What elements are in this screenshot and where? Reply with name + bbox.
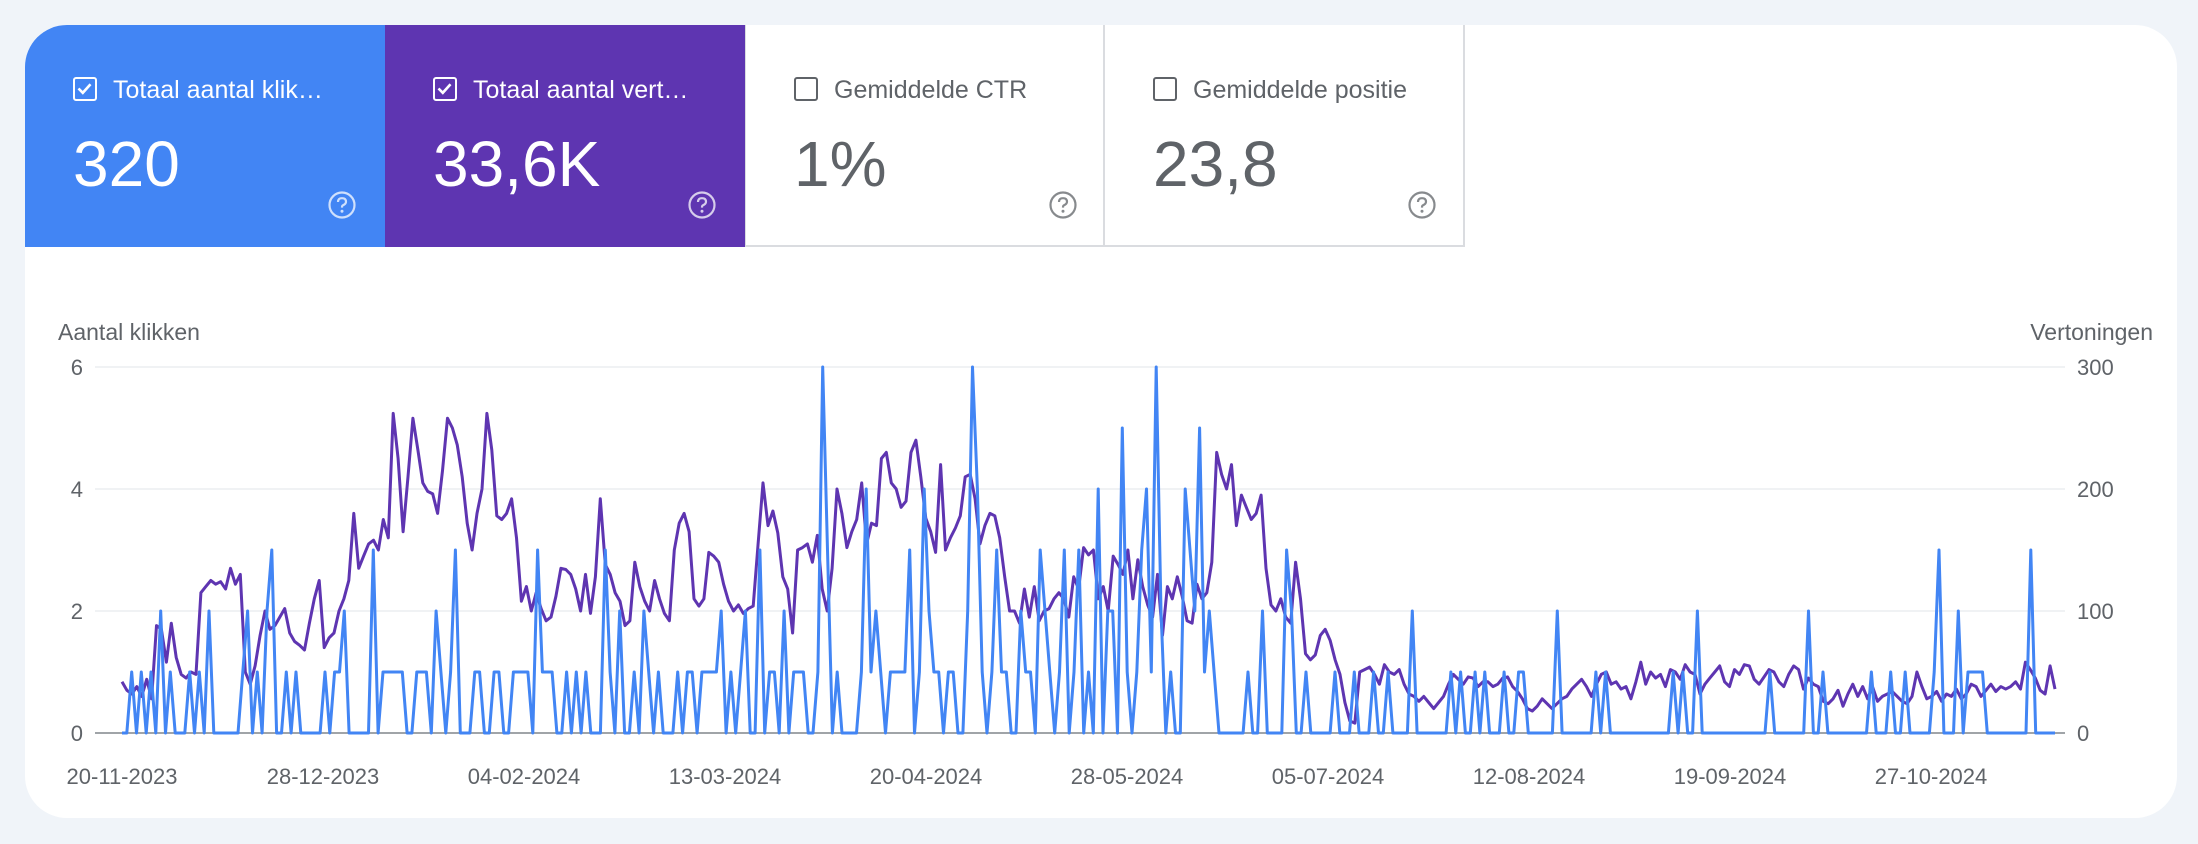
metric-value-position: 23,8 xyxy=(1153,128,1278,200)
metric-tile-ctr[interactable]: Gemiddelde CTR 1% xyxy=(745,25,1105,247)
help-circle-icon[interactable] xyxy=(327,190,357,220)
x-tick-label: 19-09-2024 xyxy=(1674,764,1787,789)
metric-tile-clicks[interactable]: Totaal aantal klik… 320 xyxy=(25,25,385,247)
metric-tile-impressions[interactable]: Totaal aantal vert… 33,6K xyxy=(385,25,745,247)
y-right-tick-label: 200 xyxy=(2077,477,2114,502)
x-tick-label: 20-04-2024 xyxy=(870,764,983,789)
checkbox-icon[interactable] xyxy=(794,77,818,101)
x-tick-label: 12-08-2024 xyxy=(1473,764,1586,789)
performance-chart[interactable]: Aantal klikken Vertoningen 0 0 2 100 4 200 6 30… xyxy=(25,247,2177,818)
metric-tile-position[interactable]: Gemiddelde positie 23,8 xyxy=(1105,25,1465,247)
y-left-tick-label: 0 xyxy=(71,721,83,746)
metric-tiles: Totaal aantal klik… 320 Totaal aantal ve… xyxy=(25,25,1465,247)
chart-svg: 0 0 2 100 4 200 6 300 20-11-2023 28-12-2023 04-02-… xyxy=(67,355,2114,789)
y-left-tick-label: 4 xyxy=(71,477,83,502)
x-tick-label: 27-10-2024 xyxy=(1875,764,1988,789)
y-right-tick-label: 300 xyxy=(2077,355,2114,380)
series-line-clicks xyxy=(122,365,2055,735)
x-tick-label: 28-12-2023 xyxy=(267,764,380,789)
y-left-tick-label: 2 xyxy=(71,599,83,624)
metric-value-clicks: 320 xyxy=(73,128,180,200)
metric-label-impressions: Totaal aantal vert… xyxy=(473,76,689,104)
metric-value-ctr: 1% xyxy=(794,128,887,200)
y-left-axis-title: Aantal klikken xyxy=(58,319,200,345)
help-circle-icon[interactable] xyxy=(1407,190,1437,220)
x-tick-label: 28-05-2024 xyxy=(1071,764,1184,789)
performance-card: Totaal aantal klik… 320 Totaal aantal ve… xyxy=(25,25,2177,818)
help-circle-icon[interactable] xyxy=(1048,190,1078,220)
x-tick-label: 05-07-2024 xyxy=(1272,764,1385,789)
checkbox-icon[interactable] xyxy=(1153,77,1177,101)
x-tick-label: 04-02-2024 xyxy=(468,764,581,789)
metric-value-impressions: 33,6K xyxy=(433,128,601,200)
x-tick-label: 20-11-2023 xyxy=(67,764,178,789)
metric-label-clicks: Totaal aantal klik… xyxy=(113,76,323,104)
y-right-axis-title: Vertoningen xyxy=(2030,319,2153,345)
series-line-impressions xyxy=(120,411,2057,725)
checkbox-icon[interactable] xyxy=(433,77,457,101)
y-right-tick-label: 100 xyxy=(2077,599,2114,624)
y-right-tick-label: 0 xyxy=(2077,721,2089,746)
metric-label-position: Gemiddelde positie xyxy=(1193,76,1408,104)
checkbox-icon[interactable] xyxy=(73,77,97,101)
help-circle-icon[interactable] xyxy=(687,190,717,220)
x-tick-label: 13-03-2024 xyxy=(669,764,782,789)
y-left-tick-label: 6 xyxy=(71,355,83,380)
metric-label-ctr: Gemiddelde CTR xyxy=(834,76,1028,104)
